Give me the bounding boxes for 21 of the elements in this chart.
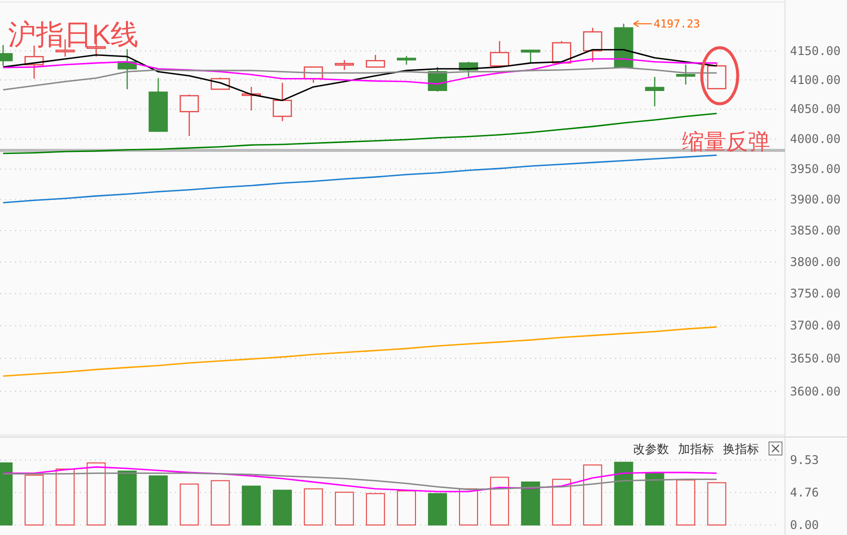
y-tick-label: 4000.00 xyxy=(790,132,841,146)
y-tick-label: 3750.00 xyxy=(790,286,841,301)
y-tick-label: 4100.00 xyxy=(790,72,841,87)
y-tick-label: 3700.00 xyxy=(790,318,841,333)
y-tick-label: 3900.00 xyxy=(790,192,841,207)
text: 沪指日K线 xyxy=(8,19,139,50)
y-tick-label: 9.53 xyxy=(790,452,819,467)
y-tick-label: 3600.00 xyxy=(790,384,841,398)
y-tick-label: 3850.00 xyxy=(790,224,841,238)
y-tick-label: 0.00 xyxy=(790,518,819,532)
annotation: 改参数 xyxy=(633,442,669,456)
y-tick-label: 4150.00 xyxy=(790,44,841,58)
y-tick-label: 3800.00 xyxy=(790,254,841,269)
y-tick-label: 4.76 xyxy=(790,486,819,500)
annotation: 缩量反弹 xyxy=(682,129,770,154)
y-tick-label: 3950.00 xyxy=(790,162,841,176)
annotation: 换指标 xyxy=(723,442,759,456)
y-tick-label: 4050.00 xyxy=(790,102,841,116)
y-tick-label: 3650.00 xyxy=(790,351,841,366)
annotation: 4197.23 xyxy=(654,18,700,31)
annotation: 加指标 xyxy=(678,442,714,456)
